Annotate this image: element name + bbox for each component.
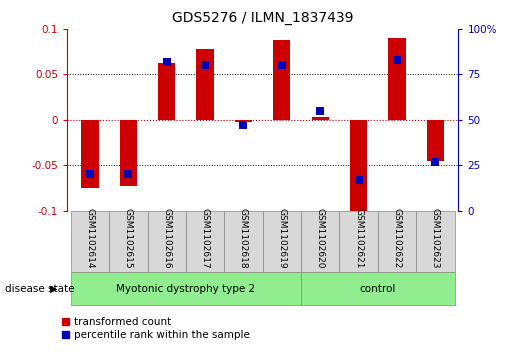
- Bar: [158, 62, 175, 120]
- Bar: [224, 211, 263, 272]
- Point: [393, 57, 401, 63]
- Title: GDS5276 / ILMN_1837439: GDS5276 / ILMN_1837439: [172, 11, 353, 25]
- Bar: [339, 211, 378, 272]
- Bar: [263, 211, 301, 272]
- Point: [431, 159, 439, 164]
- Bar: [378, 211, 416, 272]
- Bar: [109, 211, 147, 272]
- Text: GSM1102616: GSM1102616: [162, 208, 171, 269]
- Bar: [196, 49, 214, 120]
- Point: [354, 177, 363, 183]
- Bar: [186, 211, 224, 272]
- Point: [86, 171, 94, 177]
- Text: ▶: ▶: [50, 284, 58, 294]
- Text: GSM1102623: GSM1102623: [431, 208, 440, 269]
- Bar: [350, 120, 367, 211]
- Point: [316, 108, 324, 114]
- Text: GSM1102617: GSM1102617: [200, 208, 210, 269]
- Point: [239, 122, 248, 128]
- Text: GSM1102618: GSM1102618: [239, 208, 248, 269]
- Point: [163, 59, 171, 65]
- Bar: [273, 40, 290, 120]
- Text: GSM1102620: GSM1102620: [316, 208, 325, 269]
- Bar: [119, 120, 137, 186]
- Text: disease state: disease state: [5, 284, 75, 294]
- Bar: [235, 120, 252, 122]
- Bar: [427, 120, 444, 160]
- Point: [124, 171, 132, 177]
- Text: control: control: [359, 284, 396, 294]
- Bar: [388, 38, 406, 120]
- Bar: [81, 120, 98, 188]
- Bar: [147, 211, 186, 272]
- Bar: [71, 211, 109, 272]
- Text: GSM1102622: GSM1102622: [392, 208, 402, 269]
- Text: Myotonic dystrophy type 2: Myotonic dystrophy type 2: [116, 284, 255, 294]
- Text: GSM1102615: GSM1102615: [124, 208, 133, 269]
- Bar: [301, 211, 339, 272]
- Bar: [416, 211, 455, 272]
- Point: [201, 62, 209, 68]
- Bar: [71, 272, 301, 305]
- Text: GSM1102614: GSM1102614: [85, 208, 94, 269]
- Point: [278, 62, 286, 68]
- Text: GSM1102621: GSM1102621: [354, 208, 363, 269]
- Bar: [312, 117, 329, 120]
- Bar: [301, 272, 455, 305]
- Legend: transformed count, percentile rank within the sample: transformed count, percentile rank withi…: [62, 317, 250, 340]
- Text: GSM1102619: GSM1102619: [278, 208, 286, 269]
